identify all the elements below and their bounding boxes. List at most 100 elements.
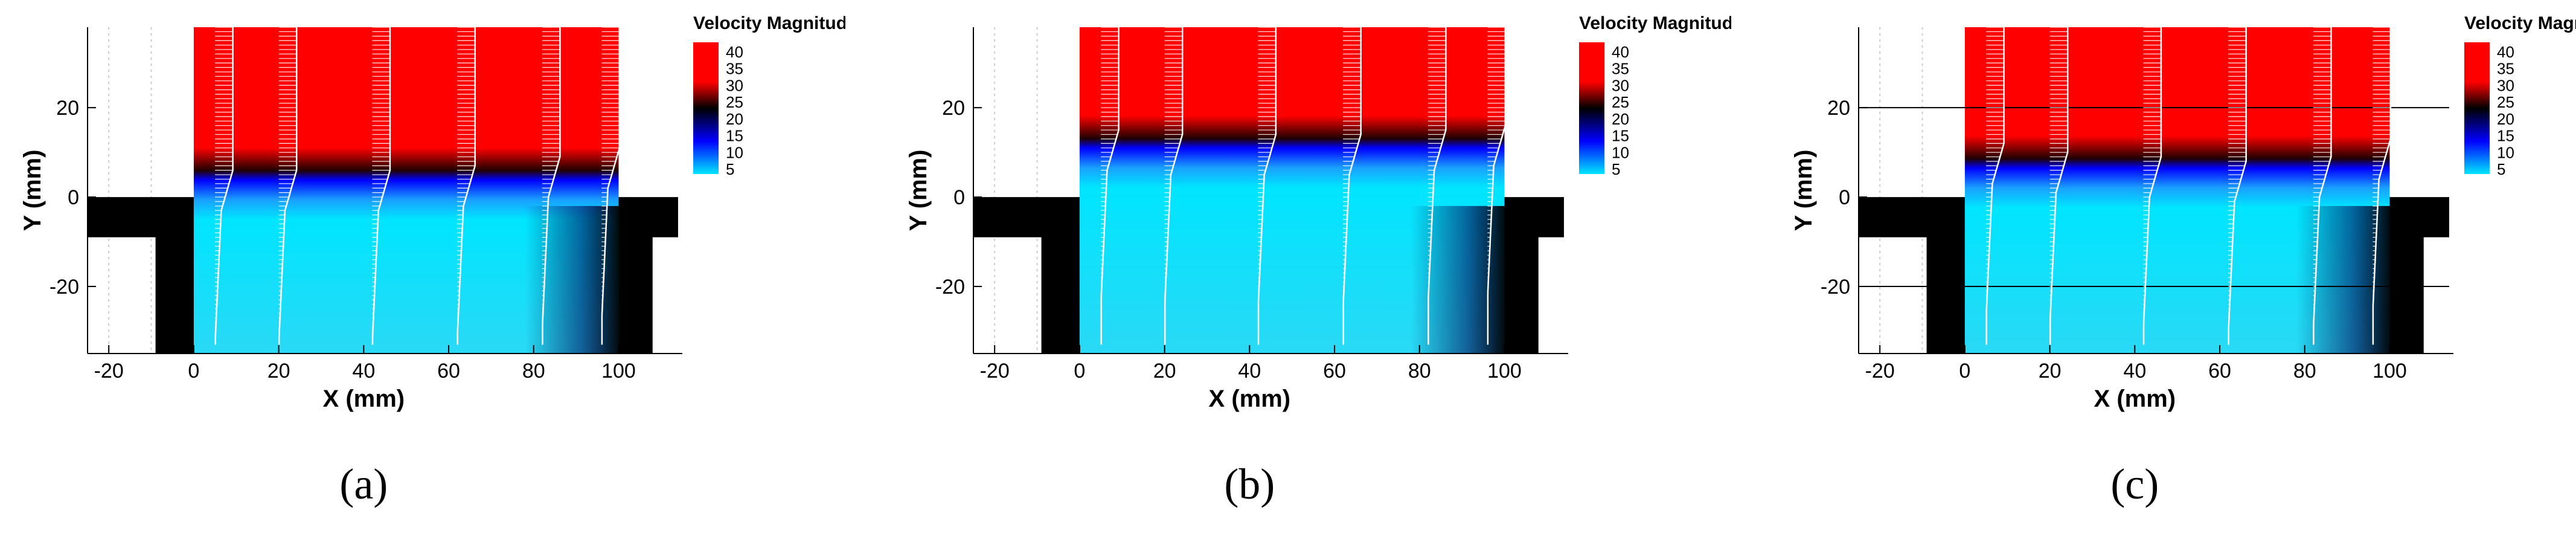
legend-tick-label: 10 bbox=[726, 143, 743, 161]
legend-title: Velocity Magnitude bbox=[2464, 13, 2576, 33]
legend-tick-label: 5 bbox=[2497, 160, 2505, 178]
x-tick-label: 80 bbox=[522, 360, 545, 383]
velocity-profile-3 bbox=[371, 27, 391, 345]
y-tick-label: 20 bbox=[942, 97, 965, 120]
legend-tick-label: 15 bbox=[726, 127, 743, 145]
x-tick-label: 0 bbox=[188, 360, 199, 383]
x-tick-label: 60 bbox=[2208, 360, 2231, 383]
x-tick-label: 20 bbox=[2039, 360, 2062, 383]
legend-tick-label: 25 bbox=[1612, 93, 1629, 111]
colorbar bbox=[693, 42, 719, 174]
cavity-walls bbox=[88, 197, 678, 354]
legend-tick-label: 40 bbox=[1612, 43, 1629, 61]
grid-lines bbox=[108, 27, 152, 354]
x-tick-label: -20 bbox=[980, 360, 1010, 383]
legend-tick-label: 40 bbox=[726, 43, 743, 61]
legend-tick-label: 5 bbox=[1612, 160, 1620, 178]
velocity-profile-4 bbox=[457, 27, 476, 345]
legend-title: Velocity Magnitude bbox=[693, 13, 845, 33]
chart-panel-2: -20 0 20 40 60 80 100 -20 0 20 X (mm) Y (mm) Velocit… bbox=[905, 13, 1731, 412]
legend-tick-label: 10 bbox=[2497, 143, 2514, 161]
y-tick-label: 20 bbox=[56, 97, 79, 120]
x-tick-label: -20 bbox=[1865, 360, 1895, 383]
velocity-profile-6 bbox=[2372, 27, 2392, 345]
x-tick-label: -20 bbox=[94, 360, 124, 383]
legend-tick-label: 20 bbox=[1612, 110, 1629, 128]
legend-tick-label: 10 bbox=[1612, 143, 1629, 161]
x-tick-label: 0 bbox=[1959, 360, 1970, 383]
velocity-profile-3 bbox=[2142, 27, 2162, 345]
y-tick-label: 20 bbox=[1827, 97, 1850, 120]
y-axis-title: Y (mm) bbox=[1790, 150, 1817, 231]
legend-tick-label: 20 bbox=[2497, 110, 2514, 128]
legend-tick-label: 15 bbox=[2497, 127, 2514, 145]
legend-tick-label: 20 bbox=[726, 110, 743, 128]
x-axis-title: X (mm) bbox=[1209, 386, 1291, 412]
colorbar bbox=[2464, 42, 2490, 174]
x-tick-label: 60 bbox=[437, 360, 460, 383]
x-tick-label: 20 bbox=[268, 360, 290, 383]
y-axis-title: Y (mm) bbox=[19, 150, 46, 231]
velocity-profile-3 bbox=[1257, 27, 1277, 345]
colorbar bbox=[1579, 42, 1604, 174]
cavity-walls bbox=[1859, 197, 2449, 354]
y-axis-title: Y (mm) bbox=[905, 150, 932, 231]
velocity-field bbox=[1964, 27, 2390, 354]
chart-panel-1: -20 0 20 40 60 80 100 -20 0 20 X (mm) Y (mm) Velocit… bbox=[19, 13, 845, 412]
velocity-profile-2 bbox=[278, 27, 298, 345]
velocity-profile-1 bbox=[1985, 27, 2005, 345]
velocity-profile-1 bbox=[1100, 27, 1120, 345]
legend-tick-label: 35 bbox=[726, 60, 743, 78]
y-tick-label: -20 bbox=[935, 276, 965, 299]
x-axis-title: X (mm) bbox=[2094, 386, 2176, 412]
x-tick-label: 40 bbox=[2123, 360, 2146, 383]
panel-caption: (c) bbox=[2110, 460, 2159, 508]
y-tick-label: 0 bbox=[953, 186, 965, 209]
x-tick-label: 100 bbox=[1487, 360, 1522, 383]
legend-tick-label: 35 bbox=[2497, 60, 2514, 78]
velocity-profile-1 bbox=[214, 27, 234, 345]
legend-title: Velocity Magnitude bbox=[1579, 13, 1731, 33]
legend-tick-label: 30 bbox=[1612, 76, 1629, 94]
legend-tick-label: 5 bbox=[726, 160, 734, 178]
panel-caption: (a) bbox=[339, 460, 388, 508]
velocity-profile-2 bbox=[2049, 27, 2069, 345]
velocity-profile-5 bbox=[2313, 27, 2332, 345]
cavity-walls bbox=[973, 197, 1564, 354]
x-axis-title: X (mm) bbox=[323, 386, 405, 412]
velocity-field bbox=[193, 27, 619, 354]
x-tick-label: 0 bbox=[1074, 360, 1085, 383]
panel-caption: (b) bbox=[1224, 460, 1275, 508]
y-tick-label: 0 bbox=[68, 186, 79, 209]
x-tick-label: 20 bbox=[1153, 360, 1176, 383]
velocity-profile-6 bbox=[601, 27, 621, 345]
legend-tick-label: 40 bbox=[2497, 43, 2514, 61]
velocity-profile-4 bbox=[2228, 27, 2247, 345]
x-tick-label: 40 bbox=[352, 360, 375, 383]
y-tick-label: -20 bbox=[50, 276, 79, 299]
velocity-profile-5 bbox=[542, 27, 561, 345]
velocity-profile-5 bbox=[1427, 27, 1447, 345]
x-tick-label: 100 bbox=[2373, 360, 2407, 383]
x-tick-label: 80 bbox=[1408, 360, 1431, 383]
grid-lines bbox=[1879, 27, 1923, 354]
legend-tick-label: 35 bbox=[1612, 60, 1629, 78]
x-tick-label: 60 bbox=[1323, 360, 1346, 383]
legend-tick-label: 30 bbox=[726, 76, 743, 94]
velocity-profile-4 bbox=[1342, 27, 1362, 345]
y-tick-label: 0 bbox=[1839, 186, 1850, 209]
x-tick-label: 40 bbox=[1238, 360, 1261, 383]
legend-tick-label: 25 bbox=[2497, 93, 2514, 111]
legend-tick-label: 15 bbox=[1612, 127, 1629, 145]
grid-lines bbox=[994, 27, 1038, 354]
velocity-profile-6 bbox=[1487, 27, 1507, 345]
x-tick-label: 80 bbox=[2293, 360, 2316, 383]
legend-tick-label: 30 bbox=[2497, 76, 2514, 94]
legend-tick-label: 25 bbox=[726, 93, 743, 111]
y-tick-label: -20 bbox=[1821, 276, 1850, 299]
velocity-profile-2 bbox=[1164, 27, 1184, 345]
chart-panel-3: -20 0 20 40 60 80 100 -20 0 20 X (mm) Y (mm) Velocit… bbox=[1790, 13, 2576, 412]
